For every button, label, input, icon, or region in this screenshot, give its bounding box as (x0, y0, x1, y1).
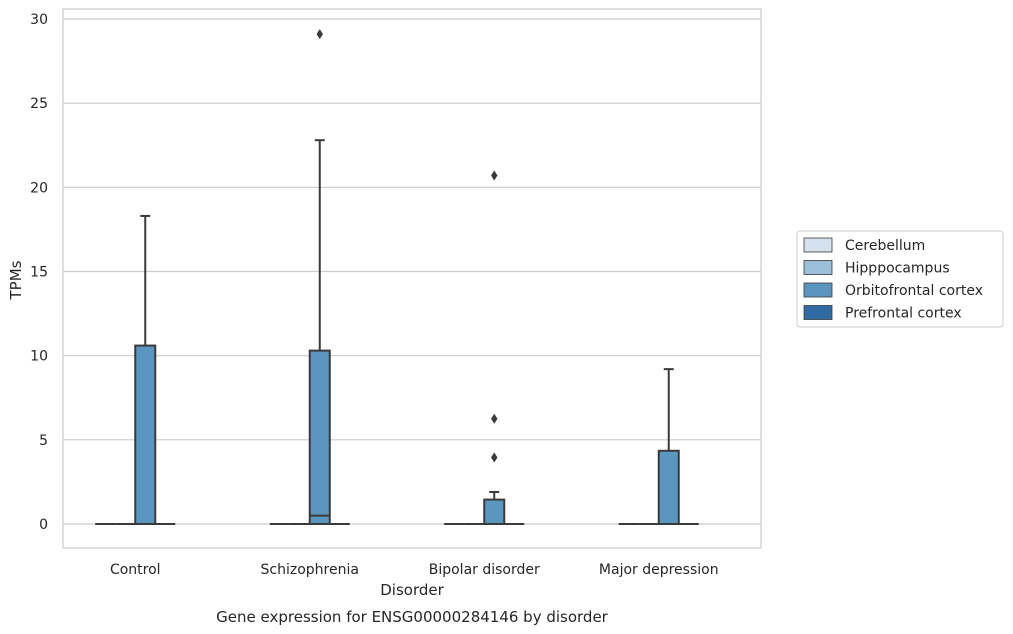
y-axis-label: TPMs (7, 260, 25, 300)
legend-swatch (803, 260, 833, 275)
x-axis-label: Disorder (380, 581, 444, 599)
y-axis-ticks: 0 5 10 15 20 25 30 (30, 12, 48, 533)
box-iqr (657, 449, 680, 525)
legend-swatch (803, 282, 833, 298)
box-orbitofrontal-cortex (657, 368, 680, 525)
boxes (95, 29, 699, 526)
legend-label: Hipppocampus (845, 261, 950, 277)
legend-label: Cerebellum (845, 238, 925, 254)
box-iqr (134, 344, 157, 526)
legend-swatch (803, 305, 833, 320)
x-axis-ticks: Control Schizophrenia Bipolar disorder Majo… (110, 562, 719, 578)
plot-area-frame (62, 8, 762, 549)
x-tick-label: Bipolar disorder (429, 562, 540, 578)
outlier-point (491, 452, 498, 463)
y-tick-label: 15 (30, 265, 48, 281)
box-orbitofrontal-cortex (308, 29, 331, 525)
legend-swatch (803, 237, 833, 253)
box-orbitofrontal-cortex (483, 170, 506, 526)
legend-label: Prefrontal cortex (845, 306, 962, 322)
box-orbitofrontal-cortex (134, 214, 157, 526)
x-tick-label: Major depression (599, 562, 719, 578)
x-tick-label: Schizophrenia (261, 562, 359, 578)
box-iqr (483, 498, 506, 526)
grid-lines (63, 18, 761, 525)
y-tick-label: 20 (30, 180, 48, 196)
y-tick-label: 5 (39, 433, 48, 449)
x-tick-label: Control (110, 562, 161, 578)
y-tick-label: 10 (30, 349, 48, 365)
y-tick-label: 0 (39, 517, 48, 533)
legend-label: Orbitofrontal cortex (845, 283, 983, 299)
outlier-point (491, 413, 498, 424)
legend-frame (796, 230, 1004, 328)
y-tick-label: 25 (30, 96, 48, 112)
outlier-point (316, 29, 323, 40)
box-iqr (308, 349, 331, 525)
chart-title: Gene expression for ENSG00000284146 by d… (216, 608, 609, 626)
outlier-point (491, 170, 498, 181)
legend: Cerebellum Hipppocampus Orbitofrontal cort… (796, 230, 1004, 328)
y-tick-label: 30 (30, 12, 48, 28)
